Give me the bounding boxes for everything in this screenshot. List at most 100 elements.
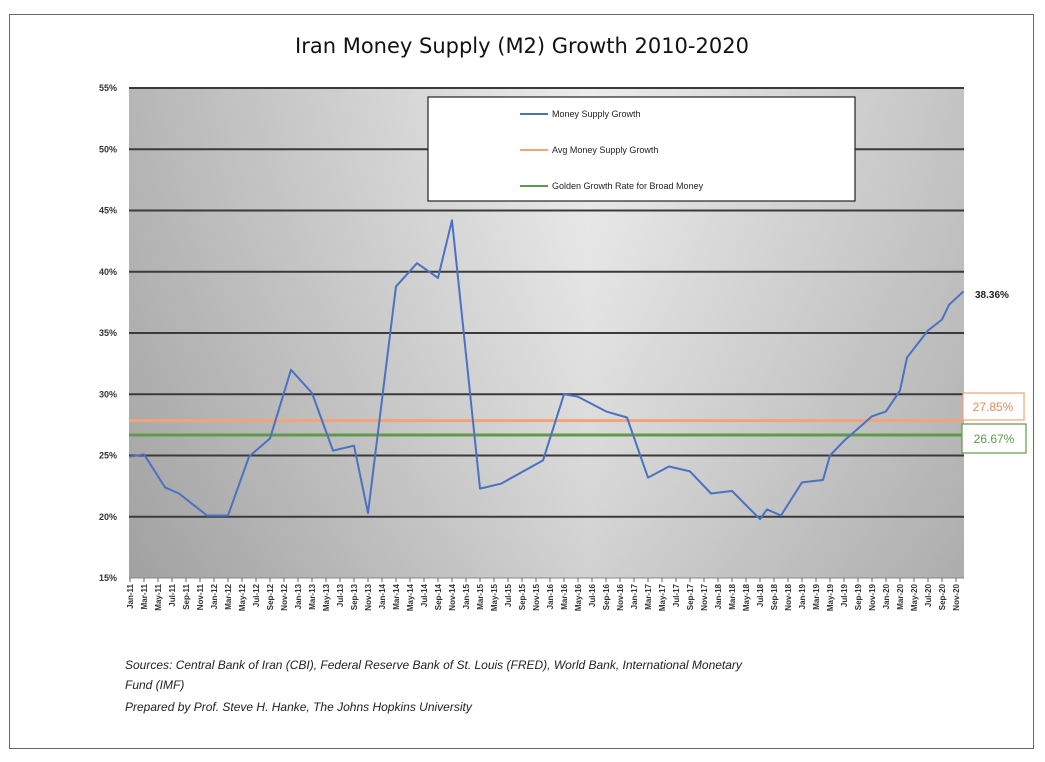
x-tick-label: Jul-17 — [672, 583, 681, 607]
x-tick-label: Mar-13 — [308, 583, 317, 609]
x-tick-label: Nov-18 — [784, 583, 793, 610]
data-point — [731, 490, 733, 492]
data-point — [885, 410, 887, 413]
x-tick-label: Nov-19 — [868, 583, 877, 610]
x-tick-label: Nov-15 — [532, 583, 541, 610]
data-point — [857, 427, 859, 430]
x-tick-label: Sep-20 — [938, 583, 947, 610]
y-tick-label: 25% — [99, 451, 117, 461]
data-point — [822, 479, 824, 481]
y-tick-label: 50% — [99, 144, 117, 154]
x-tick-label: Sep-11 — [182, 583, 191, 609]
x-tick-label: Jul-15 — [504, 583, 513, 607]
chart-title: Iran Money Supply (M2) Growth 2010-2020 — [295, 34, 749, 58]
x-tick-label: Jul-19 — [840, 583, 849, 607]
data-point — [906, 356, 908, 359]
legend-box — [427, 96, 856, 202]
data-point — [227, 514, 229, 517]
x-tick-label: Mar-16 — [560, 583, 569, 609]
x-tick-label: May-19 — [826, 583, 835, 611]
data-point — [577, 395, 579, 398]
data-point — [178, 492, 180, 495]
sources-line-1: Sources: Central Bank of Iran (CBI), Fed… — [125, 658, 742, 672]
data-point — [500, 482, 502, 485]
data-point — [871, 415, 873, 418]
x-tick-label: Jan-12 — [210, 583, 219, 609]
x-tick-label: Mar-15 — [476, 583, 485, 609]
avg-value-label: 27.85% — [973, 400, 1014, 414]
data-point — [766, 508, 768, 511]
data-point — [437, 277, 439, 279]
data-point — [626, 416, 628, 419]
data-point — [542, 459, 544, 462]
data-point — [689, 470, 691, 473]
x-tick-label: May-20 — [910, 583, 919, 611]
x-tick-label: Nov-20 — [952, 583, 961, 610]
data-point — [780, 514, 782, 517]
x-tick-label: Mar-18 — [728, 583, 737, 609]
data-point — [332, 449, 334, 452]
golden-value-label: 26.67% — [974, 432, 1015, 446]
x-tick-label: Jul-14 — [420, 583, 429, 607]
x-tick-label: Sep-17 — [686, 583, 695, 610]
x-tick-label: Mar-11 — [140, 583, 149, 609]
avg-value-box — [962, 392, 1025, 421]
money-supply-points — [129, 219, 964, 520]
x-tick-label: Sep-18 — [770, 583, 779, 610]
x-tick-label: Jul-12 — [252, 583, 261, 607]
x-tick-label: Nov-11 — [196, 583, 205, 610]
x-tick-label: Nov-14 — [448, 583, 457, 610]
x-tick-label: May-15 — [490, 583, 499, 611]
data-point — [941, 318, 943, 321]
last-value-label: 38.36% — [975, 290, 1009, 301]
x-tick-label: Jan-17 — [630, 583, 639, 609]
x-tick-label: Jul-16 — [588, 583, 597, 607]
x-tick-label: Sep-12 — [266, 583, 275, 610]
x-tick-label: May-13 — [322, 583, 331, 611]
data-point — [962, 291, 964, 293]
x-tick-label: Mar-14 — [392, 583, 401, 609]
x-tick-label: Sep-16 — [602, 583, 611, 610]
x-tick-label: Mar-17 — [644, 583, 653, 609]
y-tick-label: 15% — [99, 573, 117, 583]
legend-label-golden: Golden Growth Rate for Broad Money — [552, 181, 704, 191]
y-tick-label: 20% — [99, 512, 117, 522]
data-point — [668, 465, 670, 468]
x-tick-label: Jul-13 — [336, 583, 345, 607]
y-tick-label: 35% — [99, 328, 117, 338]
data-point — [451, 219, 453, 222]
legend-label-avg: Avg Money Supply Growth — [552, 145, 658, 155]
x-tick-label: Mar-12 — [224, 583, 233, 609]
legend: Money Supply Growth Avg Money Supply Gro… — [427, 96, 856, 202]
data-point — [829, 454, 831, 457]
data-point — [843, 440, 845, 442]
data-point — [129, 455, 131, 458]
data-point — [143, 453, 145, 456]
x-tick-label: Nov-17 — [700, 583, 709, 610]
x-tick-label: Jul-18 — [756, 583, 765, 607]
x-tick-label: Nov-16 — [616, 583, 625, 610]
data-point — [710, 492, 712, 495]
data-point — [927, 329, 929, 332]
data-point — [647, 476, 649, 479]
data-point — [605, 410, 607, 413]
data-point — [899, 389, 901, 392]
data-point — [563, 393, 565, 396]
x-tick-label: Sep-13 — [350, 583, 359, 610]
data-point — [311, 392, 313, 394]
x-tick-label: Jan-13 — [294, 583, 303, 609]
data-point — [269, 437, 271, 440]
data-point — [948, 304, 950, 306]
x-tick-label: Jan-18 — [714, 583, 723, 609]
y-tick-label: 30% — [99, 389, 117, 399]
data-point — [416, 262, 418, 264]
legend-label-money: Money Supply Growth — [552, 109, 641, 119]
x-tick-label: Jan-20 — [882, 583, 891, 609]
x-tick-label: May-18 — [742, 583, 751, 611]
data-point — [353, 444, 355, 447]
x-tick-label: May-12 — [238, 583, 247, 611]
data-point — [479, 487, 481, 490]
golden-value-box — [961, 423, 1027, 454]
x-tick-label: Jan-15 — [462, 583, 471, 609]
